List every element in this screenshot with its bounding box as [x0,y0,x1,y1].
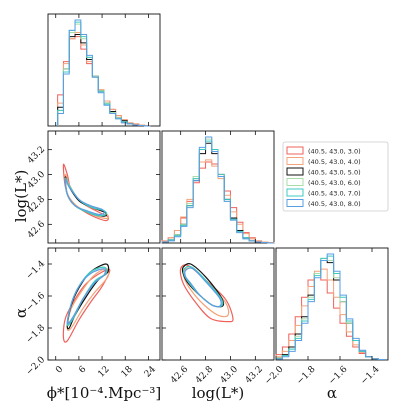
hist-series-alpha [275,259,386,360]
legend-swatch [286,188,304,197]
hist-panel-alpha [275,247,389,361]
x-tick-label: −1.4 [359,364,382,387]
legend-swatch [286,157,304,165]
contour-logL_vs_phi [64,178,105,216]
legend-swatch [286,199,304,207]
contour-alpha_vs_logL [181,263,225,308]
hist-series-phi [57,21,151,127]
hist-series-phi [57,19,151,127]
x-tick-label: 0 [54,364,65,375]
contour-panel-alpha_vs_logL [161,247,275,361]
legend-swatch [286,178,304,186]
x-axis-label-alpha: α [327,384,337,402]
y-tick-label: 43.2 [26,145,47,166]
contour-alpha_vs_logL [183,265,224,308]
y-tick-label: −1.4 [25,259,48,282]
hist-series-phi [57,34,151,127]
x-tick-label: 42.8 [194,364,215,385]
y-tick-label: −1.8 [25,323,48,346]
hist-series-phi [57,23,151,127]
legend-swatch [286,146,304,155]
x-tick-label: 42.6 [169,364,190,385]
contour-alpha_vs_logL [183,265,224,308]
contour-alpha_vs_logL [182,267,230,318]
x-tick-label: 24 [143,364,158,379]
y-axis-label-logL: log(L*) [12,170,30,223]
x-tick-label: 18 [120,364,135,379]
contour-panel-alpha_vs_phi [47,247,161,361]
hist-panel-logL [161,130,275,244]
legend-box [282,141,389,212]
legend-swatch [286,167,304,176]
legend-entry: (40.5, 43.0, 3.0) [308,148,361,156]
x-tick-label: −2.0 [263,364,286,387]
hist-series-phi [57,36,151,126]
hist-panel-phi [47,13,161,127]
x-tick-label: 43.2 [244,365,265,386]
legend-entry: (40.5, 43.0, 5.0) [308,169,361,177]
contour-alpha_vs_phi [66,268,107,325]
hist-series-logL [161,136,274,244]
legend-entry: (40.5, 43.0, 8.0) [308,200,361,208]
hist-series-alpha [275,253,386,360]
x-tick-label: 12 [96,365,111,380]
legend: (40.5, 43.0, 3.0) (40.5, 43.0, 4.0) (40.5,… [282,141,389,212]
hist-series-alpha [275,257,386,360]
x-axis-label-logL: log(L*) [192,384,245,402]
contour-panel-logL_vs_phi [47,130,161,244]
x-tick-label: 43.0 [219,364,240,385]
hist-series-phi [57,31,151,126]
x-tick-label: 6 [77,364,88,375]
legend-entry: (40.5, 43.0, 4.0) [308,158,361,166]
contour-alpha_vs_logL [179,264,234,323]
legend-entry: (40.5, 43.0, 7.0) [308,190,361,198]
x-tick-label: −1.8 [295,364,318,387]
y-axis-label-alpha: α [12,308,30,318]
x-axis-label-phi: ϕ*[10⁻⁴.Mpc⁻³] [47,384,162,402]
hist-series-alpha [275,268,386,360]
legend-entry: (40.5, 43.0, 6.0) [308,179,361,187]
hist-series-alpha [275,255,386,360]
y-tick-label: −2.0 [25,355,48,378]
contour-alpha_vs_logL [184,267,222,308]
